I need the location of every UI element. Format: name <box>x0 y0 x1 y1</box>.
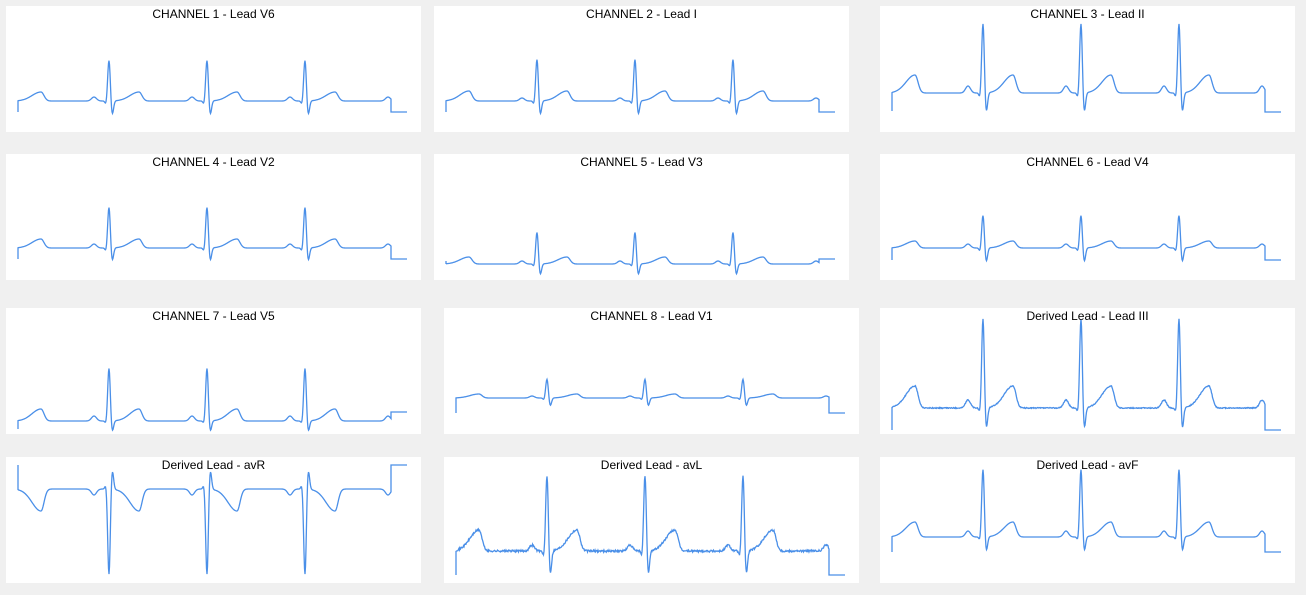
ecg-series-line <box>445 59 835 116</box>
ecg-plot <box>455 475 845 576</box>
ecg-chart-panel: CHANNEL 3 - Lead II <box>880 6 1295 132</box>
chart-title: Derived Lead - avF <box>1036 458 1139 472</box>
ecg-series-line <box>445 232 835 276</box>
ecg-series-line <box>891 318 1281 431</box>
ecg-chart-panel: CHANNEL 1 - Lead V6 <box>6 6 421 132</box>
ecg-plot <box>17 60 407 116</box>
ecg-plot <box>17 464 407 575</box>
ecg-series-line <box>891 215 1281 263</box>
ecg-series-line <box>17 207 407 262</box>
ecg-chart-panel: CHANNEL 5 - Lead V3 <box>434 154 849 280</box>
chart-title: CHANNEL 2 - Lead I <box>586 7 697 21</box>
ecg-chart-panel: CHANNEL 2 - Lead I <box>434 6 849 132</box>
ecg-series-line <box>455 475 845 576</box>
ecg-series-line <box>891 23 1281 113</box>
ecg-plot <box>17 368 407 432</box>
ecg-chart-panel: Derived Lead - Lead III <box>880 308 1295 434</box>
ecg-chart-panel: Derived Lead - avR <box>6 457 421 583</box>
ecg-plot <box>17 207 407 262</box>
ecg-chart-panel: CHANNEL 4 - Lead V2 <box>6 154 421 280</box>
ecg-series-line <box>891 469 1281 553</box>
ecg-plot <box>891 23 1281 113</box>
ecg-plot <box>445 59 835 116</box>
chart-title: CHANNEL 7 - Lead V5 <box>152 309 275 323</box>
chart-title: CHANNEL 4 - Lead V2 <box>152 155 275 169</box>
chart-title: Derived Lead - avR <box>161 458 266 472</box>
ecg-plot <box>891 318 1281 431</box>
ecg-plot <box>891 215 1281 263</box>
ecg-series-line <box>17 60 407 116</box>
chart-title: Derived Lead - Lead III <box>1026 309 1149 323</box>
ecg-plot <box>445 232 835 276</box>
ecg-chart-panel: CHANNEL 6 - Lead V4 <box>880 154 1295 280</box>
ecg-series-line <box>17 368 407 432</box>
ecg-chart-panel: Derived Lead - avL <box>444 457 859 583</box>
chart-title: CHANNEL 6 - Lead V4 <box>1026 155 1149 169</box>
chart-title: Derived Lead - avL <box>600 458 703 472</box>
chart-title: CHANNEL 5 - Lead V3 <box>580 155 703 169</box>
chart-title: CHANNEL 1 - Lead V6 <box>152 7 275 21</box>
ecg-chart-panel: Derived Lead - avF <box>880 457 1295 583</box>
chart-title: CHANNEL 8 - Lead V1 <box>590 309 713 323</box>
chart-title: CHANNEL 3 - Lead II <box>1030 7 1145 21</box>
ecg-series-line <box>17 464 407 575</box>
ecg-plot <box>891 469 1281 553</box>
ecg-series-line <box>455 377 845 414</box>
ecg-chart-panel: CHANNEL 7 - Lead V5 <box>6 308 421 434</box>
ecg-plot <box>455 377 845 414</box>
ecg-chart-panel: CHANNEL 8 - Lead V1 <box>444 308 859 434</box>
